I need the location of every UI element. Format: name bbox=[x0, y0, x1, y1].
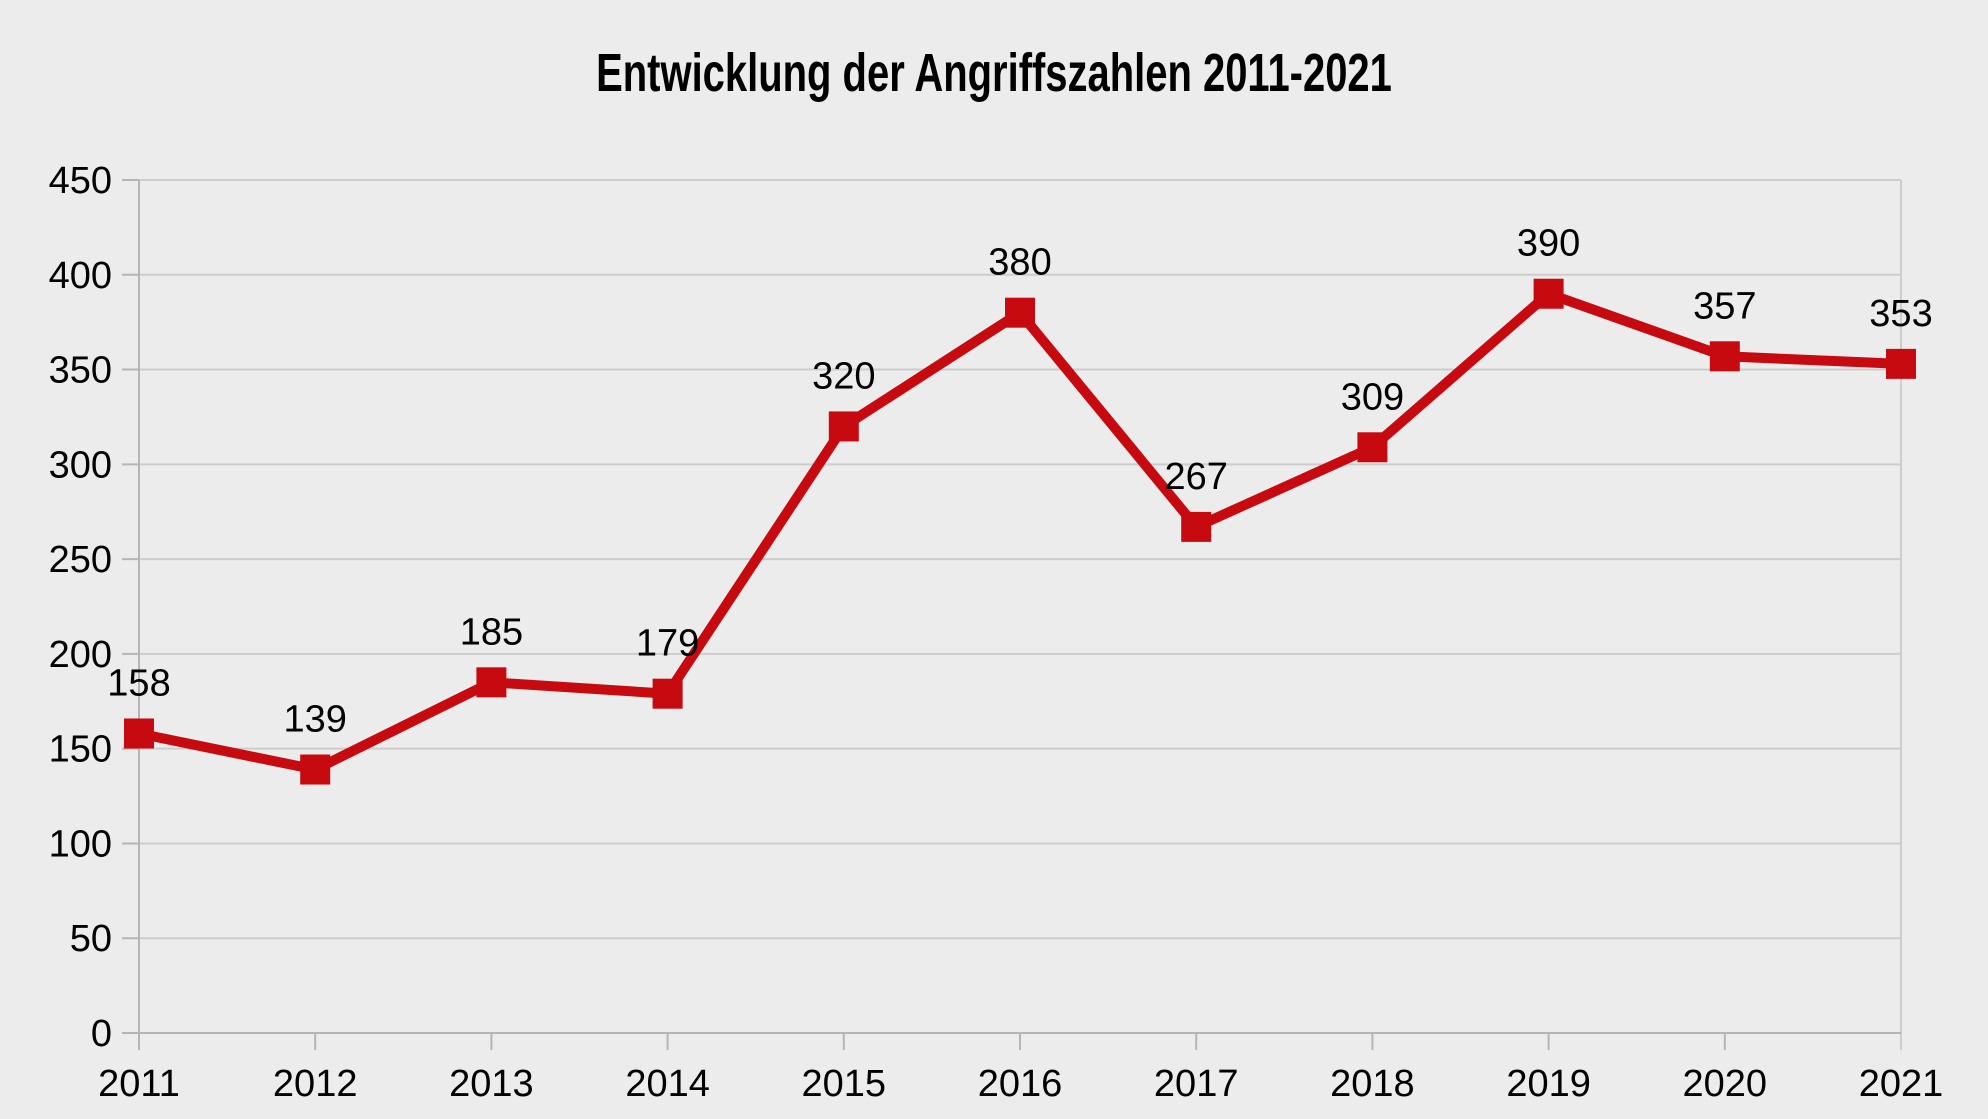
y-axis-tick-label: 0 bbox=[91, 1013, 112, 1055]
data-point-label: 380 bbox=[988, 242, 1051, 284]
data-point-label: 353 bbox=[1869, 293, 1932, 335]
x-axis-tick-label: 2021 bbox=[1859, 1063, 1944, 1105]
data-point-marker bbox=[1357, 432, 1388, 463]
data-point-marker bbox=[1533, 278, 1564, 309]
data-point-label: 357 bbox=[1693, 285, 1756, 327]
data-point-label: 185 bbox=[460, 611, 523, 653]
data-line bbox=[137, 288, 1902, 775]
data-point-marker bbox=[1005, 297, 1035, 328]
y-axis-tick-label: 250 bbox=[49, 539, 112, 581]
y-axis-tick-label: 100 bbox=[49, 823, 112, 865]
x-axis-tick-label: 2019 bbox=[1506, 1063, 1591, 1105]
y-axis-tick-label: 150 bbox=[49, 729, 112, 771]
y-axis-tick-label: 300 bbox=[49, 444, 112, 486]
data-point-label: 390 bbox=[1517, 223, 1580, 265]
data-point-label: 158 bbox=[107, 663, 170, 705]
data-point-marker bbox=[1181, 511, 1212, 542]
x-axis-tick-label: 2018 bbox=[1330, 1063, 1415, 1105]
x-axis-tick-label: 2016 bbox=[978, 1063, 1063, 1105]
x-axis-tick-label: 2011 bbox=[98, 1063, 180, 1105]
data-point-label: 139 bbox=[283, 699, 346, 741]
data-point-marker bbox=[124, 718, 154, 749]
y-axis-tick-label: 50 bbox=[70, 918, 112, 960]
data-point-marker bbox=[652, 678, 683, 709]
y-axis-tick-label: 200 bbox=[49, 634, 112, 676]
data-point-label: 179 bbox=[636, 623, 699, 665]
data-point-marker bbox=[1886, 348, 1916, 379]
x-axis-tick-label: 2015 bbox=[802, 1063, 887, 1105]
y-axis-tick-label: 450 bbox=[49, 160, 112, 202]
x-axis-tick-label: 2014 bbox=[625, 1063, 710, 1105]
chart-title: Entwicklung der Angriffszahlen 2011-2021 bbox=[596, 43, 1392, 103]
x-axis-tick-label: 2020 bbox=[1683, 1063, 1768, 1105]
data-point-marker bbox=[300, 754, 331, 785]
y-axis-tick-label: 400 bbox=[49, 255, 112, 297]
y-axis-tick-label: 350 bbox=[49, 350, 112, 392]
data-point-label: 267 bbox=[1164, 456, 1227, 498]
data-point-label: 320 bbox=[812, 355, 875, 397]
data-point-marker bbox=[1709, 341, 1740, 372]
data-point-marker bbox=[476, 667, 507, 698]
data-point-label: 309 bbox=[1341, 376, 1404, 418]
data-point-marker bbox=[828, 411, 859, 442]
x-axis-tick-label: 2012 bbox=[273, 1063, 358, 1105]
x-axis-tick-label: 2013 bbox=[449, 1063, 534, 1105]
x-axis-tick-label: 2017 bbox=[1154, 1063, 1239, 1105]
